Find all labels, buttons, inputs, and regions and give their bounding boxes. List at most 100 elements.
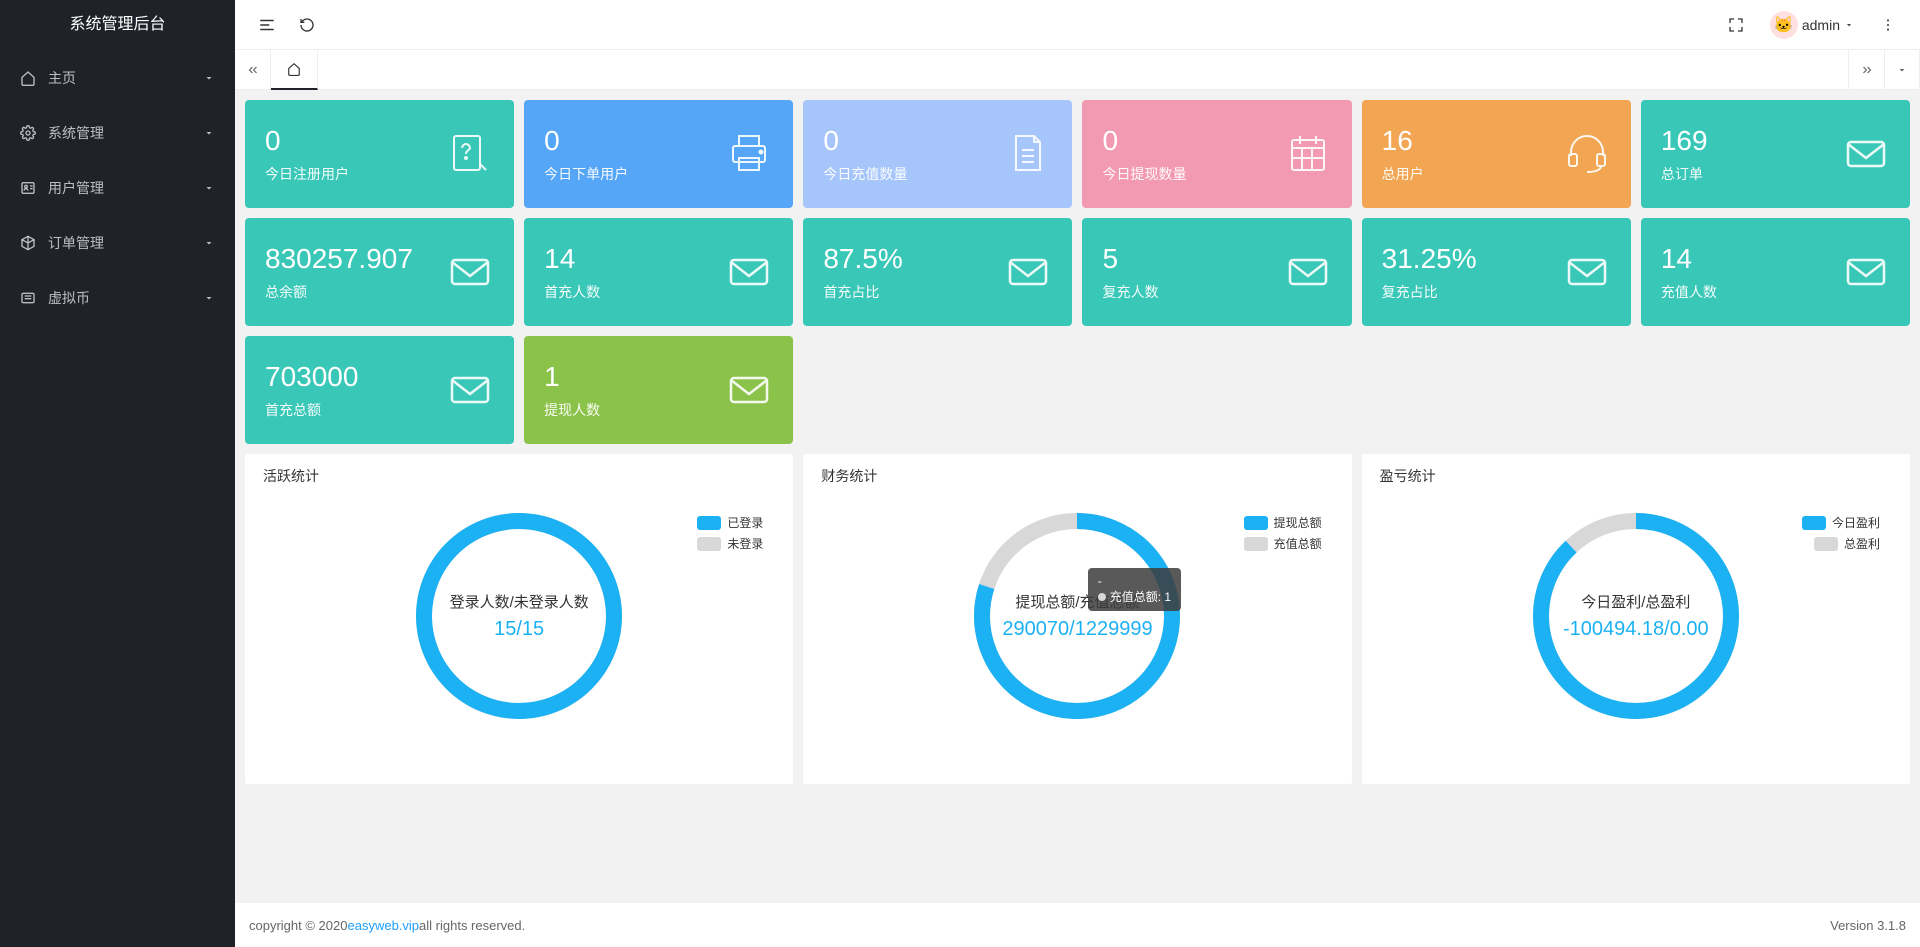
tooltip-text: 充值总额: 1 <box>1110 590 1171 604</box>
copyright-prefix: copyright © 2020 <box>249 918 347 933</box>
stat-value: 0 <box>1102 124 1186 158</box>
stat-cards-row2: 830257.907总余额14首充人数 87.5% 首充占比 5 复充人数 31.25%复… <box>245 218 1910 326</box>
legend-label: 提现总额 <box>1274 514 1322 531</box>
chart-finance: 财务统计 提现总额充值总额 提现总额/充值总额 290070/1229999 -… <box>803 454 1351 784</box>
legend-item[interactable]: 提现总额 <box>1244 514 1322 531</box>
printer-icon <box>725 130 773 178</box>
avatar: 🐱 <box>1770 11 1798 39</box>
legend-swatch <box>1244 537 1268 551</box>
tab-scroll-right[interactable] <box>1848 50 1884 90</box>
legend-swatch <box>1814 537 1838 551</box>
stat-card[interactable]: 703000首充总额 <box>245 336 514 444</box>
stat-card[interactable]: 0今日下单用户 <box>524 100 793 208</box>
stat-value: 0 <box>265 124 349 158</box>
mail-icon <box>446 248 494 296</box>
stat-value: 5 <box>1102 242 1158 276</box>
mail-icon <box>725 248 773 296</box>
donut-chart: 登录人数/未登录人数 15/15 <box>409 506 629 726</box>
user-menu[interactable]: 🐱 admin <box>1762 11 1862 39</box>
stat-value: 31.25% <box>1382 242 1477 276</box>
stat-card[interactable]: 87.5% 首充占比 <box>803 218 1072 326</box>
calendar-icon <box>1284 130 1332 178</box>
content: 0今日注册用户0今日下单用户0今日充值数量0今日提现数量16总用户169总订单 … <box>235 90 1920 903</box>
stat-label: 今日下单用户 <box>544 164 628 184</box>
chart-title: 财务统计 <box>821 466 1333 486</box>
doc-lines-icon <box>1004 130 1052 178</box>
tooltip-title: - <box>1098 574 1171 588</box>
stat-label: 充值人数 <box>1661 282 1717 302</box>
legend: 今日盈利总盈利 <box>1802 514 1880 556</box>
stat-card[interactable]: 31.25%复充占比 <box>1362 218 1631 326</box>
refresh-button[interactable] <box>287 0 327 50</box>
sidebar-item-3[interactable]: 订单管理 <box>0 215 235 270</box>
stat-label: 总订单 <box>1661 164 1708 184</box>
stat-value: 16 <box>1382 124 1424 158</box>
stat-label: 今日充值数量 <box>823 164 907 184</box>
donut-chart: 今日盈利/总盈利 -100494.18/0.00 <box>1526 506 1746 726</box>
menu-toggle-button[interactable] <box>247 0 287 50</box>
legend-item[interactable]: 总盈利 <box>1802 535 1880 552</box>
legend: 提现总额充值总额 <box>1244 514 1322 556</box>
legend-label: 总盈利 <box>1844 535 1880 552</box>
stat-card[interactable]: 1提现人数 <box>524 336 793 444</box>
tabbar <box>235 50 1920 90</box>
stat-value: 830257.907 <box>265 242 413 276</box>
tab-scroll-left[interactable] <box>235 50 271 90</box>
stat-label: 今日提现数量 <box>1102 164 1186 184</box>
sidebar-item-label: 主页 <box>48 68 203 88</box>
fullscreen-button[interactable] <box>1716 0 1756 50</box>
sidebar: 系统管理后台 主页系统管理用户管理订单管理虚拟币 <box>0 0 235 947</box>
legend-item[interactable]: 已登录 <box>697 514 763 531</box>
tab-dropdown[interactable] <box>1884 50 1920 90</box>
sidebar-item-0[interactable]: 主页 <box>0 50 235 105</box>
chevron-down-icon <box>203 182 215 194</box>
topbar: 🐱 admin <box>235 0 1920 50</box>
stat-value: 703000 <box>265 360 358 394</box>
stat-card[interactable]: 14 充值人数 <box>1641 218 1910 326</box>
stat-value: 87.5% <box>823 242 902 276</box>
tab-home[interactable] <box>271 50 318 90</box>
sidebar-item-4[interactable]: 虚拟币 <box>0 270 235 325</box>
legend-label: 今日盈利 <box>1832 514 1880 531</box>
legend-item[interactable]: 充值总额 <box>1244 535 1322 552</box>
donut-chart: 提现总额/充值总额 290070/1229999 <box>967 506 1187 726</box>
stat-label: 复充人数 <box>1102 282 1158 302</box>
nav-list: 主页系统管理用户管理订单管理虚拟币 <box>0 50 235 325</box>
stat-card[interactable]: 0 今日注册用户 <box>245 100 514 208</box>
legend-item[interactable]: 今日盈利 <box>1802 514 1880 531</box>
chart-profit: 盈亏统计 今日盈利总盈利 今日盈利/总盈利 -100494.18/0.00 <box>1362 454 1910 784</box>
chart-activity: 活跃统计 已登录未登录 登录人数/未登录人数 15/15 <box>245 454 793 784</box>
sidebar-item-1[interactable]: 系统管理 <box>0 105 235 160</box>
stat-card[interactable]: 0今日充值数量 <box>803 100 1072 208</box>
donut-center-value: 15/15 <box>494 618 544 641</box>
stat-card[interactable]: 169总订单 <box>1641 100 1910 208</box>
more-button[interactable] <box>1868 0 1908 50</box>
chevron-down-icon <box>203 237 215 249</box>
footer-link[interactable]: easyweb.vip <box>347 918 419 933</box>
sidebar-item-label: 系统管理 <box>48 123 203 143</box>
stat-value: 14 <box>1661 242 1717 276</box>
sidebar-item-2[interactable]: 用户管理 <box>0 160 235 215</box>
chevron-down-icon <box>203 72 215 84</box>
gear-icon <box>20 125 36 141</box>
stat-label: 首充占比 <box>823 282 902 302</box>
mail-icon <box>1842 130 1890 178</box>
donut-center-label: 今日盈利/总盈利 <box>1581 591 1690 612</box>
stat-card[interactable]: 14首充人数 <box>524 218 793 326</box>
chevron-down-icon <box>203 292 215 304</box>
stat-card[interactable]: 16总用户 <box>1362 100 1631 208</box>
users-icon <box>20 180 36 196</box>
legend-item[interactable]: 未登录 <box>697 535 763 552</box>
copyright-suffix: all rights reserved. <box>419 918 525 933</box>
stat-label: 今日注册用户 <box>265 164 349 184</box>
donut-center-value: 290070/1229999 <box>1002 618 1152 641</box>
stat-card[interactable]: 0 今日提现数量 <box>1082 100 1351 208</box>
donut-center-label: 登录人数/未登录人数 <box>450 591 589 612</box>
stat-value: 14 <box>544 242 600 276</box>
legend-label: 已登录 <box>727 514 763 531</box>
stat-card[interactable]: 5 复充人数 <box>1082 218 1351 326</box>
stat-card[interactable]: 830257.907总余额 <box>245 218 514 326</box>
coin-icon <box>20 290 36 306</box>
tooltip-dot <box>1098 593 1106 601</box>
chart-tooltip: - 充值总额: 1 <box>1088 568 1181 611</box>
